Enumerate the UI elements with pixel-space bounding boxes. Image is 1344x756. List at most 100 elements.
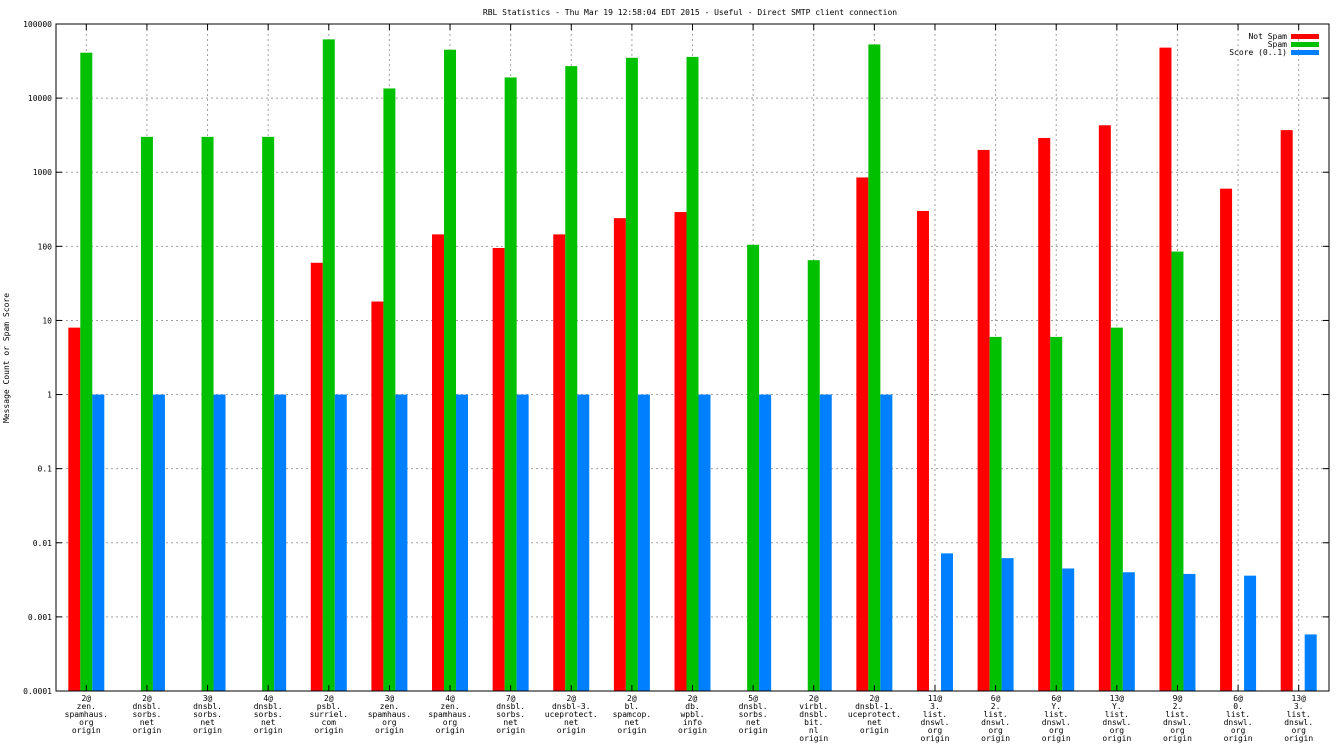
x-tick-label: 7@ dnsbl. sorbs. net origin — [496, 694, 525, 735]
x-tick-label-line: 4@ — [445, 694, 455, 703]
x-tick-label-line: spamhaus. — [428, 710, 471, 719]
x-tick-label-line: 9@ — [1173, 694, 1183, 703]
bar-score-0-1 — [274, 394, 287, 691]
y-tick-label: 10000 — [28, 94, 52, 103]
x-tick-label: 2@ dnsbl-3. uceprotect. net origin — [545, 694, 598, 735]
x-tick-label-line: net — [503, 718, 518, 727]
x-tick-label: 6@ 2. list. dnswl. org origin — [981, 694, 1010, 743]
x-tick-label-line: origin — [314, 726, 343, 735]
x-tick-label-line: origin — [739, 726, 768, 735]
bar-not-spam — [310, 262, 323, 691]
x-tick-label: 4@ dnsbl. sorbs. net origin — [254, 694, 283, 735]
x-tick-label-line: origin — [799, 734, 828, 743]
x-tick-label-line: 2@ — [809, 694, 819, 703]
bar-spam — [444, 49, 457, 691]
x-tick-label-line: Y. — [1051, 702, 1061, 711]
x-tick-label-line: dnsbl. — [799, 710, 828, 719]
bar-spam — [747, 244, 760, 691]
x-tick-label-line: uceprotect. — [545, 710, 598, 719]
x-tick-label-line: psbl. — [317, 702, 341, 711]
bar-score-0-1 — [1304, 634, 1317, 691]
x-tick-label-line: list. — [1287, 710, 1311, 719]
x-tick-label-line: net — [564, 718, 579, 727]
x-tick-label: 4@ zen. spamhaus. org origin — [428, 694, 471, 735]
x-tick-label-line: 2@ — [566, 694, 576, 703]
x-tick-label-line: origin — [375, 726, 404, 735]
x-tick-label-line: origin — [1284, 734, 1313, 743]
bar-score-0-1 — [1244, 575, 1257, 691]
x-tick-label-line: list. — [1105, 710, 1129, 719]
x-tick-label-line: zen. — [380, 702, 399, 711]
x-tick-label-line: net — [625, 718, 640, 727]
bar-score-0-1 — [92, 394, 105, 691]
x-tick-label-line: origin — [1042, 734, 1071, 743]
bar-not-spam — [432, 234, 445, 691]
bar-spam — [1050, 336, 1063, 691]
x-tick-label-line: virbl. — [799, 702, 828, 711]
bar-score-0-1 — [577, 394, 590, 691]
x-tick-label: 6@ 0. list. dnswl. org origin — [1224, 694, 1253, 743]
bar-spam — [565, 66, 578, 691]
x-tick-label-line: list. — [923, 710, 947, 719]
x-tick-label-line: net — [140, 718, 155, 727]
x-tick-label-line: 11@ — [928, 694, 943, 703]
x-tick-label-line: origin — [132, 726, 161, 735]
x-tick-label-line: origin — [1163, 734, 1192, 743]
x-tick-label-line: 13@ — [1291, 694, 1306, 703]
bar-not-spam — [856, 177, 869, 691]
x-tick-label-line: bl. — [625, 702, 639, 711]
x-tick-label-line: org — [928, 726, 943, 735]
x-tick-label-line: 6@ — [991, 694, 1001, 703]
legend-label: Spam — [1268, 40, 1287, 49]
x-tick-label-line: 6@ — [1233, 694, 1243, 703]
bar-score-0-1 — [759, 394, 772, 691]
x-tick-label-line: origin — [678, 726, 707, 735]
x-tick-label-line: 3@ — [385, 694, 395, 703]
x-tick-label-line: origin — [254, 726, 283, 735]
bar-spam — [262, 136, 275, 691]
bar-score-0-1 — [516, 394, 529, 691]
x-tick-label-line: net — [867, 718, 882, 727]
x-tick-label: 13@ 3. list. dnswl. org origin — [1284, 694, 1313, 743]
x-tick-label-line: Y. — [1112, 702, 1122, 711]
bar-score-0-1 — [213, 394, 226, 691]
x-tick-label-line: org — [1231, 726, 1246, 735]
x-tick-label: 2@ dnsbl. sorbs. net origin — [132, 694, 161, 735]
axis-ticks: 0.0001 0.001 0.01 0.1 1 10 100 1000 10000 100000 2… — [23, 20, 1329, 743]
y-tick-label: 0.01 — [33, 539, 52, 548]
x-tick-label-line: sorbs. — [496, 710, 525, 719]
bar-not-spam — [674, 212, 687, 691]
bar-not-spam — [1220, 188, 1233, 691]
legend-label: Not Spam — [1248, 32, 1287, 41]
y-tick-label: 1 — [47, 391, 52, 400]
x-tick-label-line: 7@ — [506, 694, 516, 703]
y-tick-label: 0.0001 — [23, 687, 52, 696]
x-tick-label-line: dnsbl. — [739, 702, 768, 711]
bar-score-0-1 — [456, 394, 469, 691]
x-tick-label-line: zen. — [77, 702, 96, 711]
x-tick-label-line: origin — [557, 726, 586, 735]
x-tick-label-line: net — [200, 718, 215, 727]
x-tick-label-line: spamcop. — [613, 710, 652, 719]
x-tick-label-line: spamhaus. — [368, 710, 411, 719]
x-tick-label-line: dnsbl. — [193, 702, 222, 711]
x-tick-label-line: bit. — [804, 718, 823, 727]
x-tick-label: 2@ zen. spamhaus. org origin — [65, 694, 108, 735]
x-tick-label-line: dnswl. — [1224, 718, 1253, 727]
x-tick-label-line: info — [683, 718, 702, 727]
x-tick-label-line: com — [322, 718, 337, 727]
bar-not-spam — [1038, 137, 1051, 692]
x-tick-label-line: sorbs. — [739, 710, 768, 719]
bar-spam — [807, 260, 820, 691]
x-tick-label-line: list. — [984, 710, 1008, 719]
bar-score-0-1 — [334, 394, 347, 691]
y-tick-label: 1000 — [33, 168, 52, 177]
x-tick-label-line: list. — [1044, 710, 1068, 719]
bar-spam — [504, 77, 517, 691]
legend-swatch — [1291, 34, 1319, 39]
y-tick-label: 100000 — [23, 20, 52, 29]
x-tick-label-line: 13@ — [1110, 694, 1125, 703]
x-tick-label-line: org — [1170, 726, 1185, 735]
